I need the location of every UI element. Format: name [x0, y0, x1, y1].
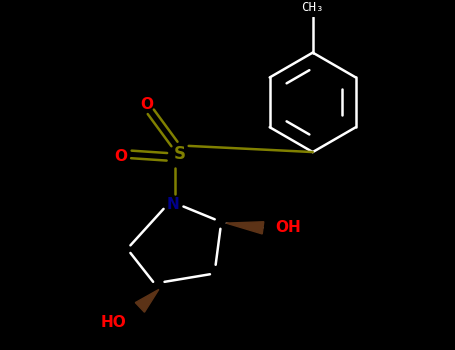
- Polygon shape: [226, 222, 264, 234]
- Text: HO: HO: [101, 315, 126, 330]
- Text: S: S: [174, 146, 186, 163]
- Text: O: O: [115, 149, 127, 164]
- Text: N: N: [167, 197, 179, 212]
- Polygon shape: [135, 289, 159, 312]
- Text: OH: OH: [275, 220, 301, 235]
- Text: O: O: [141, 97, 153, 112]
- Text: CH₃: CH₃: [302, 1, 324, 14]
